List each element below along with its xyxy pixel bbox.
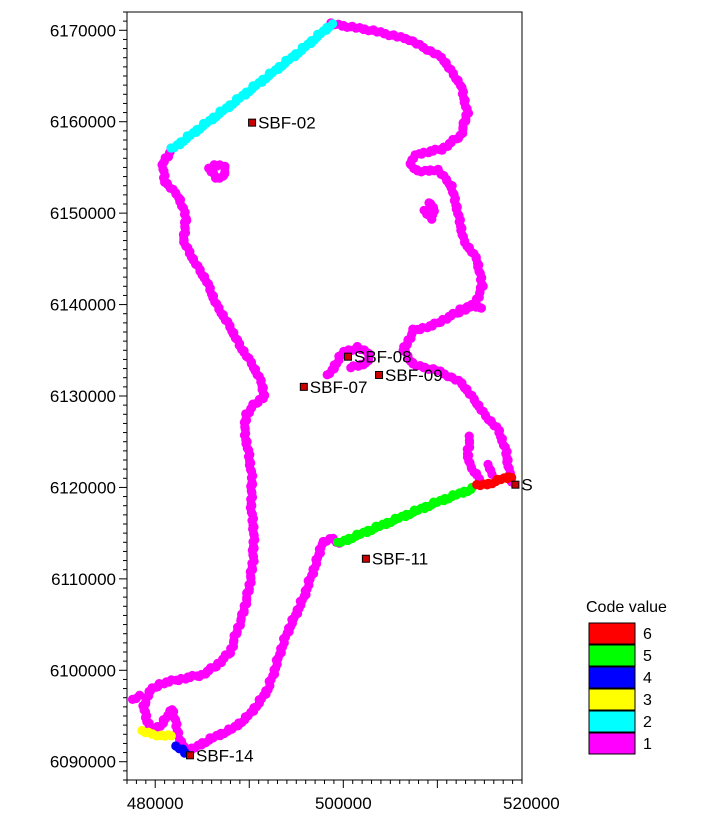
x-tick-label: 500000	[315, 794, 372, 813]
code-1-point	[476, 303, 486, 313]
y-tick-label: 6120000	[50, 478, 116, 497]
legend-label: 1	[643, 736, 652, 753]
series-code-2	[166, 19, 338, 153]
y-tick-label: 6100000	[50, 661, 116, 680]
station-marker	[344, 352, 353, 361]
series-code-1	[127, 18, 516, 756]
station-marker	[299, 382, 308, 391]
code-1-point	[209, 160, 219, 170]
series-code-5-path-0	[333, 482, 477, 548]
series-code-1-path-4	[322, 341, 374, 380]
legend-entry-3: 3	[588, 688, 652, 711]
code-2-point	[328, 19, 338, 29]
station-marker	[375, 370, 384, 379]
legend-swatch	[588, 688, 636, 711]
series-code-1-path-7	[455, 299, 486, 314]
code-1-point	[346, 363, 356, 373]
legend-swatch	[588, 622, 636, 645]
station-marker	[248, 118, 257, 127]
series-code-6-path-0	[472, 472, 517, 491]
station-sbf-02: SBF-02	[248, 114, 316, 133]
y-tick-label: 6110000	[51, 570, 116, 589]
y-tick-label: 6090000	[50, 753, 116, 772]
y-tick-label: 6160000	[50, 113, 116, 132]
series-code-5	[333, 482, 477, 548]
legend: Code value 6 5 4 3 2 1	[586, 599, 667, 755]
series-code-1-path-1	[138, 143, 344, 756]
legend-label: 2	[643, 714, 652, 731]
code-6-point	[507, 472, 517, 483]
series-code-3	[137, 725, 176, 741]
series-code-1-path-0	[326, 18, 516, 487]
series-code-1-path-3	[419, 198, 439, 224]
legend-entry-5: 5	[588, 644, 652, 667]
coastline-marks	[127, 18, 517, 758]
legend-label: 5	[643, 648, 652, 665]
legend-label: 3	[643, 692, 652, 709]
legend-entry-2: 2	[588, 710, 652, 733]
code-3-point	[166, 731, 176, 741]
y-tick-label: 6140000	[50, 296, 116, 315]
x-tick-label: 480000	[127, 794, 184, 813]
station-label: SBF-14	[196, 746, 254, 765]
series-code-1-path-2	[204, 160, 230, 183]
station-label: SBF-09	[385, 366, 443, 385]
y-tick-label: 6170000	[50, 21, 116, 40]
series-code-2-path-0	[166, 19, 338, 153]
series-code-3-path-0	[137, 725, 176, 741]
legend-swatch	[588, 732, 636, 755]
legend-swatch	[588, 666, 636, 689]
y-tick-label: 6130000	[50, 387, 116, 406]
legend-label: 4	[643, 670, 652, 687]
station-sbf-11: SBF-11	[361, 550, 428, 569]
station-label: S	[521, 476, 532, 495]
legend-entry-4: 4	[588, 666, 652, 689]
station-marker	[361, 554, 370, 563]
y-tick-label: 6150000	[50, 204, 116, 223]
station-label: SBF-08	[354, 348, 412, 367]
legend-title: Code value	[586, 599, 667, 616]
series-code-6	[472, 472, 517, 491]
legend-entry-6: 6	[588, 622, 652, 645]
code-1-point	[424, 198, 434, 208]
legend-swatch	[588, 710, 636, 733]
station-label: SBF-02	[258, 114, 316, 133]
station-sbf-09: SBF-09	[375, 366, 443, 385]
station-sbf-07: SBF-07	[299, 378, 368, 397]
series-code-1-path-8	[127, 690, 145, 705]
station-s: S	[511, 476, 533, 495]
x-tick-label: 520000	[503, 794, 560, 813]
station-sbf-08: SBF-08	[344, 348, 412, 367]
legend-label: 6	[643, 626, 652, 643]
station-label: SBF-11	[372, 550, 428, 569]
station-sbf-14: SBF-14	[186, 746, 254, 765]
legend-swatch	[588, 644, 636, 667]
station-marker	[511, 480, 520, 489]
axes: 6090000 6100000 6110000 6120000 6130000 61400…	[50, 11, 560, 813]
station-label: SBF-07	[310, 378, 368, 397]
legend-entry-1: 1	[588, 732, 652, 755]
code-1-point	[135, 690, 145, 700]
station-marker	[186, 751, 195, 760]
series-code-1-path-5	[462, 431, 484, 484]
